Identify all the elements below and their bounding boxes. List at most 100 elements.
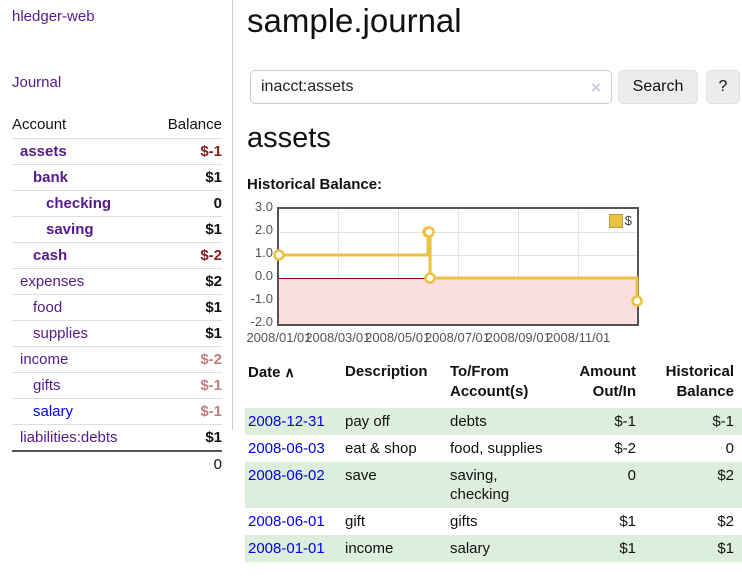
sidebar-account-balance: $-2	[200, 247, 222, 264]
y-axis-label: -1.0	[250, 291, 273, 306]
clear-search-icon[interactable]: ×	[591, 78, 601, 97]
sidebar-item-journal[interactable]: Journal	[12, 74, 62, 91]
search-form: × Search ?	[247, 70, 742, 104]
sidebar-account-balance: $2	[205, 273, 222, 290]
table-row: 2008-01-01 income salary $1 $1	[245, 535, 742, 562]
sidebar-account-row: gifts $-1	[12, 372, 222, 398]
x-axis-label: 2008/09/01	[485, 330, 551, 345]
sidebar-account-balance: 0	[213, 195, 222, 212]
transaction-accounts: food, supplies	[450, 440, 543, 457]
transaction-date-link[interactable]: 2008-12-31	[248, 413, 325, 430]
y-axis-label: -2.0	[250, 314, 273, 329]
transaction-accounts: debts	[450, 413, 487, 430]
y-axis-label: 1.0	[254, 245, 273, 260]
sidebar-account-link[interactable]: supplies	[33, 325, 89, 342]
transaction-date-link[interactable]: 2008-06-02	[248, 467, 325, 484]
sidebar-account-link[interactable]: assets	[20, 143, 67, 160]
chart-data-point	[423, 226, 435, 238]
x-axis-label: 2008/07/01	[424, 330, 491, 345]
chart-legend: $	[606, 212, 634, 229]
register-table: Date ∧ Description To/From Account(s) Amo…	[245, 358, 742, 562]
transaction-amount: 0	[627, 467, 636, 484]
sidebar-account-row: cash $-2	[12, 242, 222, 268]
sidebar-account-row: supplies $1	[12, 320, 222, 346]
y-axis-label: 3.0	[254, 199, 273, 214]
vertical-gridline	[338, 209, 339, 324]
transaction-amount: $-2	[614, 440, 636, 457]
sidebar-account-balance: $-1	[200, 143, 222, 160]
sidebar-account-row: food $1	[12, 294, 222, 320]
vertical-gridline	[398, 209, 399, 324]
chart-data-point	[273, 249, 285, 261]
transaction-balance: $2	[717, 513, 734, 530]
sidebar-account-row: liabilities:debts $1	[12, 424, 222, 450]
sidebar-account-link[interactable]: checking	[46, 195, 112, 212]
balance-column-header-main: Historical Balance	[665, 363, 734, 400]
transaction-date-link[interactable]: 2008-06-01	[248, 513, 325, 530]
sidebar-account-link[interactable]: cash	[33, 247, 68, 264]
chart-series-svg	[273, 226, 643, 307]
sidebar-total-row: 0	[12, 450, 222, 477]
search-button[interactable]: Search	[618, 70, 698, 104]
account-table-header: Account Balance	[12, 113, 222, 138]
table-row: 2008-12-31 pay off debts $-1 $-1	[245, 408, 742, 435]
x-axis-label: 2008/11/01	[546, 330, 611, 345]
transaction-amount: $1	[619, 540, 636, 557]
chart-series-line	[279, 230, 639, 301]
sidebar-account-link[interactable]: gifts	[33, 377, 61, 394]
transaction-description: income	[345, 540, 394, 557]
account-balance-table: Account Balance assets $-1 bank $1 checking 0…	[12, 113, 222, 477]
chart-plot-area[interactable]: $	[273, 207, 643, 326]
page-title: sample.journal	[247, 2, 462, 39]
x-axis-label: 2008/05/01	[365, 330, 431, 345]
transaction-balance: $1	[717, 540, 734, 557]
transaction-accounts: saving, checking	[450, 467, 510, 503]
sidebar-account-link[interactable]: liabilities:debts	[20, 429, 118, 446]
sidebar-divider	[232, 0, 233, 430]
transaction-accounts: gifts	[450, 513, 478, 530]
x-axis-label: 2008/03/01	[305, 330, 371, 345]
transaction-accounts: salary	[450, 540, 491, 557]
vertical-gridline	[458, 209, 459, 324]
table-row: 2008-06-01 gift gifts $1 $2	[245, 508, 742, 535]
register-header-row: Date ∧ Description To/From Account(s) Amo…	[245, 358, 742, 408]
chart-data-point	[631, 295, 643, 307]
y-axis-label: 2.0	[254, 222, 273, 237]
table-row: 2008-06-03 eat & shop food, supplies $-2 0	[245, 435, 742, 462]
accounts-column-header: To/From Account(s)	[450, 363, 529, 400]
help-button[interactable]: ?	[706, 70, 740, 104]
chart-data-point	[424, 272, 436, 284]
sidebar: hledger-web Journal Account Balance asse…	[0, 0, 232, 473]
sidebar-account-link[interactable]: salary	[33, 403, 74, 420]
x-axis-label: 2008/01/01	[246, 330, 312, 345]
app-brand-link[interactable]: hledger-web	[12, 8, 95, 25]
sidebar-account-row: saving $1	[12, 216, 222, 242]
y-axis-label: 0.0	[254, 268, 273, 283]
sidebar-account-balance: $1	[205, 169, 222, 186]
legend-swatch	[608, 213, 623, 228]
description-column-header: Description	[345, 363, 428, 380]
sidebar-total-value: 0	[213, 456, 222, 473]
transaction-balance: $2	[717, 467, 734, 484]
account-heading: assets	[247, 122, 331, 154]
account-column-header: Account	[12, 116, 67, 133]
transaction-date-link[interactable]: 2008-06-03	[248, 440, 325, 457]
date-column-header[interactable]: Date ∧	[248, 364, 295, 381]
sidebar-account-row: expenses $2	[12, 268, 222, 294]
legend-label: $	[624, 213, 632, 228]
transaction-description: pay off	[345, 413, 390, 430]
sidebar-account-link[interactable]: food	[33, 299, 63, 316]
search-input[interactable]	[261, 72, 581, 102]
sidebar-account-link[interactable]: bank	[33, 169, 69, 186]
sidebar-account-balance: $-1	[200, 377, 222, 394]
main-content: sample.journal × Search ? assets Histori…	[245, 0, 742, 582]
sidebar-account-link[interactable]: saving	[46, 221, 94, 238]
sidebar-account-balance: $-2	[200, 351, 222, 368]
transaction-balance: 0	[725, 440, 734, 457]
sidebar-account-link[interactable]: expenses	[20, 273, 85, 290]
sidebar-account-balance: $1	[205, 221, 222, 238]
transaction-date-link[interactable]: 2008-01-01	[248, 540, 325, 557]
sidebar-account-link[interactable]: income	[20, 351, 69, 368]
transaction-description: eat & shop	[345, 440, 417, 457]
transaction-amount: $-1	[614, 413, 636, 430]
